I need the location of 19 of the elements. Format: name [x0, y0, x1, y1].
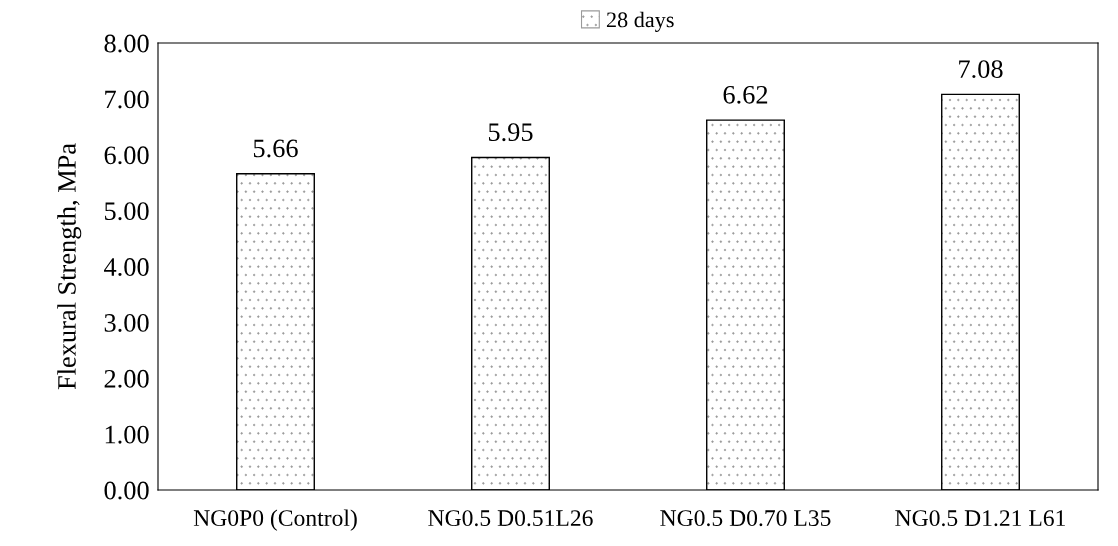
x-tick-label: NG0.5 D1.21 L61 — [895, 510, 1065, 527]
legend-label: 28 days — [606, 11, 674, 32]
y-tick-label: 1.00 — [105, 425, 149, 444]
y-tick-label: 0.00 — [104, 481, 149, 500]
data-label: 5.66 — [253, 139, 298, 158]
y-axis-title: Flexural Strength, MPa — [57, 143, 82, 390]
data-label: 5.95 — [488, 123, 533, 142]
y-tick-label: 8.00 — [104, 34, 149, 53]
x-tick-label: NG0.5 D0.51L26 — [428, 510, 593, 527]
data-label: 6.62 — [723, 85, 768, 104]
data-label: 7.08 — [959, 60, 1003, 79]
x-tick-label: NG0.5 D0.70 L35 — [660, 510, 831, 527]
y-tick-label: 2.00 — [104, 369, 149, 388]
y-tick-label: 3.00 — [104, 313, 149, 332]
x-tick-label: NG0P0 (Control) — [193, 509, 357, 531]
y-tick-label: 4.00 — [104, 258, 149, 277]
y-tick-label: 6.00 — [104, 146, 149, 165]
y-tick-label: 7.00 — [105, 90, 149, 109]
y-tick-label: 5.00 — [105, 202, 149, 221]
